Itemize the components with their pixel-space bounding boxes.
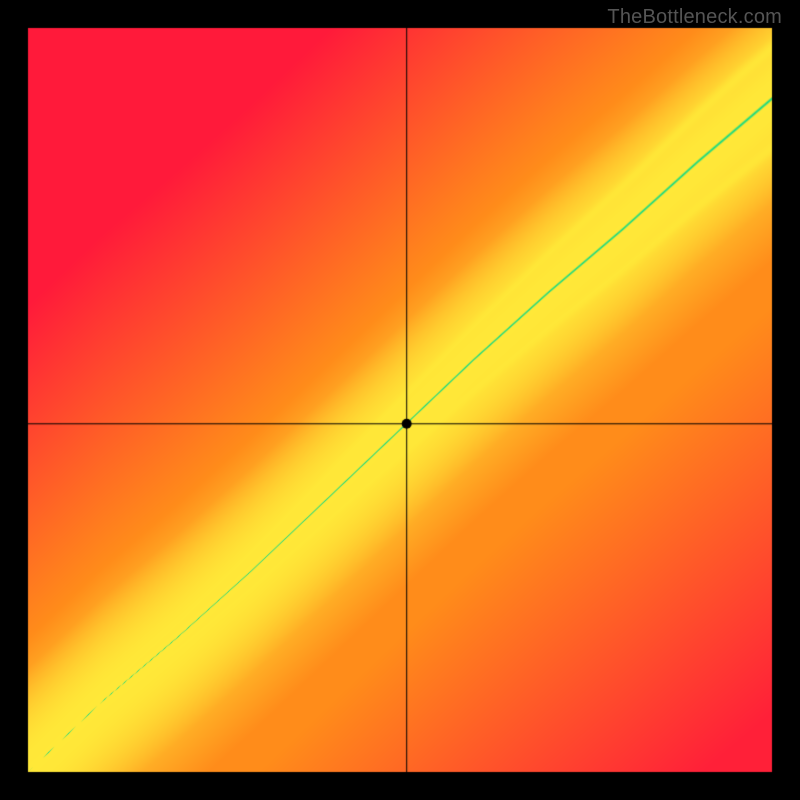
chart-container: TheBottleneck.com <box>0 0 800 800</box>
bottleneck-heatmap-canvas <box>0 0 800 800</box>
watermark-text: TheBottleneck.com <box>607 6 782 29</box>
